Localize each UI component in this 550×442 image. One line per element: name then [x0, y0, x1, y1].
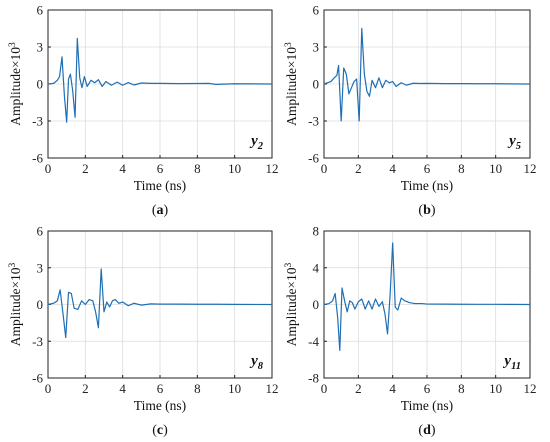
- x-tick-label: 8: [458, 381, 465, 396]
- signal-subscript: 5: [516, 141, 521, 152]
- y-tick-label: 6: [37, 3, 44, 18]
- y-tick-label: 8: [313, 224, 320, 239]
- x-tick-label: 8: [194, 161, 201, 176]
- y-tick-label: 6: [313, 3, 320, 18]
- series-line: [47, 268, 273, 339]
- y-tick-label: 3: [313, 40, 320, 55]
- x-tick-label: 0: [321, 161, 328, 176]
- x-tick-label: 4: [389, 161, 396, 176]
- y-tick-label: 0: [313, 77, 320, 92]
- x-tick-label: 4: [389, 381, 396, 396]
- x-tick-label: 6: [424, 381, 431, 396]
- y-tick-label: -6: [308, 151, 319, 166]
- x-tick-label: 0: [321, 381, 328, 396]
- signal-label: y8: [249, 353, 264, 372]
- signal-label: y2: [249, 133, 264, 152]
- signal-letter: y: [249, 133, 258, 149]
- y-axis-label-exponent: 3: [8, 42, 18, 47]
- x-tick-label: 6: [424, 161, 431, 176]
- x-tick-label: 2: [355, 161, 362, 176]
- y-tick-label: -6: [32, 151, 43, 166]
- y-tick-label: 3: [37, 40, 44, 55]
- y-tick-label: -3: [32, 114, 43, 129]
- y-tick-label: 4: [313, 260, 320, 275]
- x-tick-label: 0: [45, 381, 52, 396]
- signal-subscript: 11: [511, 361, 521, 372]
- signal-letter: y: [507, 133, 516, 149]
- signal-subscript: 8: [258, 361, 264, 372]
- signal-label: y11: [502, 353, 521, 372]
- y-axis-label: Amplitude×103: [8, 262, 23, 346]
- y-tick-label: -6: [32, 371, 43, 386]
- x-tick-label: 4: [119, 381, 126, 396]
- x-tick-label: 10: [228, 381, 241, 396]
- x-tick-label: 0: [45, 161, 52, 176]
- signal-label: y5: [507, 133, 521, 152]
- panel-caption: (c): [152, 423, 168, 438]
- panel-caption-letter: b: [423, 203, 431, 218]
- y-axis-label-base: Amplitude×10: [8, 267, 23, 346]
- signal-letter: y: [249, 353, 258, 369]
- x-tick-label: 10: [489, 161, 502, 176]
- panel-caption: (d): [418, 423, 435, 438]
- panel-caption-letter: d: [423, 423, 431, 438]
- signal-letter: y: [502, 353, 511, 369]
- panel-caption-letter: a: [157, 203, 164, 218]
- x-tick-label: 6: [157, 381, 164, 396]
- y-axis-label-base: Amplitude×10: [284, 267, 299, 346]
- x-tick-label: 2: [82, 161, 89, 176]
- y-tick-label: 0: [37, 297, 44, 312]
- panel-caption-letter: c: [157, 423, 163, 438]
- y-tick-label: 0: [313, 297, 320, 312]
- x-axis-label: Time (ns): [134, 398, 186, 413]
- x-axis-label: Time (ns): [401, 398, 453, 413]
- panel-caption: (b): [418, 203, 435, 218]
- x-tick-label: 12: [266, 381, 279, 396]
- y-axis-label-base: Amplitude×10: [8, 47, 23, 126]
- signal-subscript: 2: [257, 141, 264, 152]
- y-axis-label: Amplitude×103: [284, 262, 299, 346]
- y-tick-label: -4: [308, 334, 319, 349]
- x-tick-label: 8: [458, 161, 465, 176]
- y-tick-label: 0: [37, 77, 44, 92]
- x-tick-label: 12: [524, 161, 537, 176]
- y-axis-label: Amplitude×103: [284, 42, 299, 126]
- x-tick-label: 12: [524, 381, 537, 396]
- series-line: [323, 242, 531, 352]
- y-tick-label: 6: [37, 224, 44, 239]
- x-tick-label: 2: [355, 381, 362, 396]
- x-tick-label: 10: [489, 381, 502, 396]
- series-line: [323, 27, 531, 122]
- x-axis-label: Time (ns): [134, 178, 186, 193]
- x-tick-label: 12: [266, 161, 279, 176]
- x-tick-label: 8: [194, 381, 201, 396]
- panel-caption: (a): [152, 203, 169, 218]
- x-tick-label: 4: [119, 161, 126, 176]
- y-axis-label-exponent: 3: [8, 262, 18, 267]
- x-tick-label: 10: [228, 161, 241, 176]
- x-tick-label: 6: [157, 161, 164, 176]
- y-axis-label-exponent: 3: [284, 262, 294, 267]
- y-tick-label: -8: [308, 371, 319, 386]
- y-tick-label: -3: [32, 334, 43, 349]
- y-tick-label: -3: [308, 114, 319, 129]
- series-line: [47, 37, 273, 123]
- x-axis-label: Time (ns): [401, 178, 453, 193]
- y-axis-label: Amplitude×103: [8, 42, 23, 126]
- y-axis-label-base: Amplitude×10: [284, 47, 299, 126]
- chart-panel-d: 0 2 4 6 8 10 12 -8 -4 0 4 8 Time (ns) Amplitude×103 y1…: [284, 224, 537, 439]
- x-tick-label: 2: [82, 381, 89, 396]
- y-axis-label-exponent: 3: [284, 42, 294, 47]
- y-tick-label: 3: [37, 260, 44, 275]
